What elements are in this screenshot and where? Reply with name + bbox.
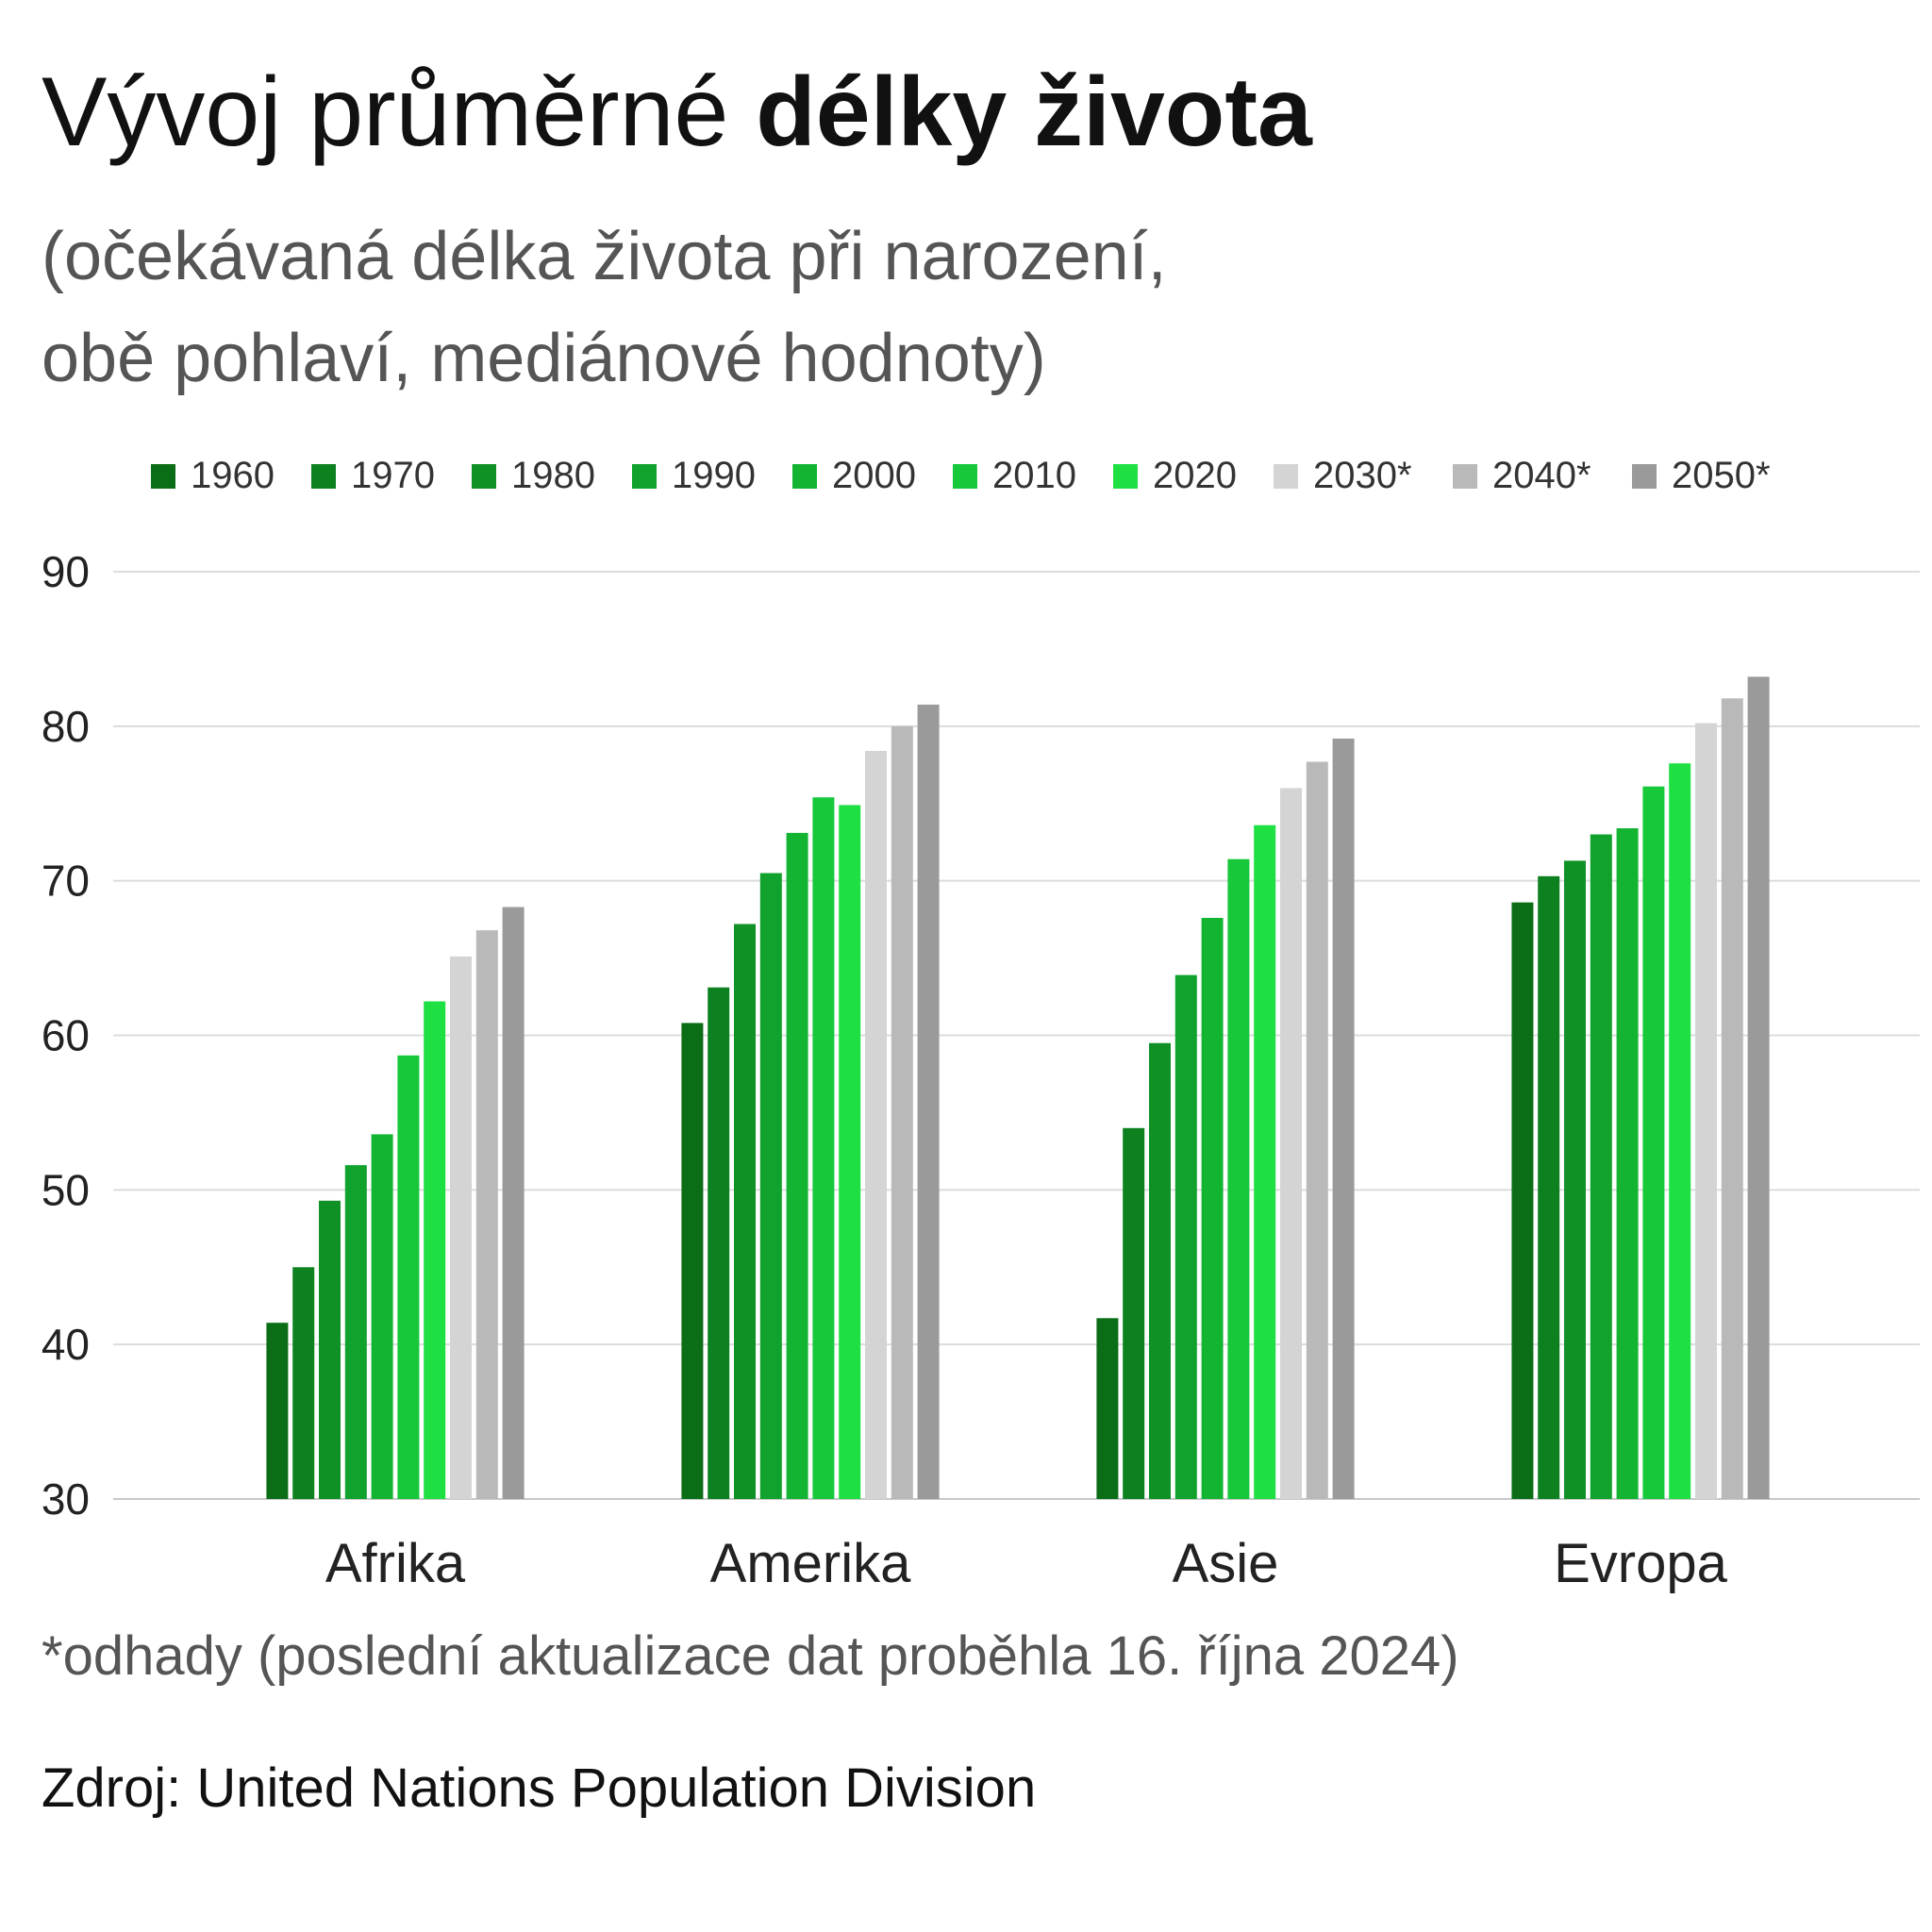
x-axis: Afrika Amerika Asie Evropa bbox=[325, 1533, 1728, 1594]
legend-swatch bbox=[151, 464, 175, 489]
bar bbox=[1123, 1127, 1145, 1499]
legend-swatch bbox=[1632, 464, 1657, 489]
bar bbox=[681, 1023, 704, 1499]
bar bbox=[759, 873, 782, 1499]
bar bbox=[708, 987, 730, 1499]
bar-group bbox=[266, 907, 525, 1500]
bar bbox=[1227, 858, 1250, 1499]
chart-subtitle: (očekávaná délka života při narození, ob… bbox=[42, 206, 1167, 409]
bar bbox=[1590, 834, 1612, 1499]
legend-item: 2020 bbox=[1113, 455, 1237, 496]
legend-item: 2030* bbox=[1274, 455, 1412, 496]
bar-group bbox=[1096, 738, 1355, 1499]
legend-item: 2050* bbox=[1632, 455, 1771, 496]
x-tick-label: Amerika bbox=[710, 1533, 911, 1594]
bar bbox=[812, 797, 835, 1499]
bar bbox=[734, 924, 756, 1499]
bar bbox=[1201, 918, 1224, 1499]
bar-group bbox=[1511, 676, 1770, 1499]
legend-item: 2010 bbox=[953, 455, 1076, 496]
bar bbox=[450, 956, 472, 1499]
y-axis: 30 40 50 60 70 80 90 bbox=[42, 547, 90, 1524]
bar bbox=[1695, 723, 1717, 1499]
bar bbox=[1747, 676, 1770, 1499]
bar bbox=[397, 1055, 420, 1499]
legend-label: 2030* bbox=[1313, 455, 1412, 496]
bar bbox=[1669, 763, 1691, 1499]
y-tick-label: 90 bbox=[42, 547, 90, 596]
legend-swatch bbox=[953, 464, 977, 489]
legend-label: 2000 bbox=[832, 455, 916, 496]
legend-item: 1970 bbox=[311, 455, 435, 496]
chart-bars bbox=[266, 676, 1770, 1500]
bar bbox=[1096, 1318, 1119, 1499]
y-tick-label: 60 bbox=[42, 1011, 90, 1060]
legend-swatch bbox=[1113, 464, 1138, 489]
legend-label: 2040* bbox=[1492, 455, 1591, 496]
bar bbox=[1149, 1042, 1171, 1499]
bar bbox=[1721, 698, 1743, 1499]
bar bbox=[502, 907, 525, 1499]
bar bbox=[865, 751, 887, 1499]
legend-item: 1980 bbox=[472, 455, 595, 496]
chart-title: Vývoj průměrné délky života bbox=[42, 58, 1312, 166]
bar-group bbox=[681, 704, 940, 1499]
legend-label: 1960 bbox=[191, 455, 275, 496]
legend-label: 1990 bbox=[672, 455, 756, 496]
legend-swatch bbox=[792, 464, 817, 489]
bar bbox=[891, 725, 913, 1499]
legend-swatch bbox=[472, 464, 496, 489]
bar bbox=[786, 832, 808, 1499]
bar bbox=[1332, 738, 1355, 1499]
legend-item: 1990 bbox=[632, 455, 756, 496]
title-bold: délky života bbox=[756, 58, 1312, 167]
subtitle-line-1: (očekávaná délka života při narození, bbox=[42, 219, 1167, 294]
bar bbox=[319, 1200, 341, 1499]
legend-item: 2000 bbox=[792, 455, 916, 496]
legend-label: 2020 bbox=[1153, 455, 1237, 496]
source-note: Zdroj: United Nations Population Divisio… bbox=[42, 1757, 1037, 1819]
bar bbox=[1306, 761, 1328, 1499]
title-regular: Vývoj průměrné bbox=[42, 58, 729, 167]
legend-label: 1980 bbox=[511, 455, 595, 496]
bar bbox=[1280, 788, 1302, 1499]
bar bbox=[917, 704, 940, 1499]
bar bbox=[292, 1267, 315, 1500]
legend-swatch bbox=[1274, 464, 1298, 489]
chart-legend: 1960 1970 1980 1990 2000 2010 2020 2030* 2040* 20… bbox=[151, 455, 1771, 496]
legend-item: 2040* bbox=[1453, 455, 1591, 496]
bar bbox=[475, 930, 498, 1499]
bar-chart: 1960 1970 1980 1990 2000 2010 2020 2030* 2040* 20… bbox=[42, 455, 1920, 1594]
y-tick-label: 30 bbox=[42, 1474, 90, 1524]
y-tick-label: 80 bbox=[42, 702, 90, 751]
legend-swatch bbox=[311, 464, 336, 489]
bar bbox=[371, 1134, 393, 1499]
footnote: *odhady (poslední aktualizace dat proběh… bbox=[42, 1625, 1459, 1687]
bar bbox=[1564, 860, 1586, 1499]
legend-swatch bbox=[1453, 464, 1477, 489]
subtitle-line-2: obě pohlaví, mediánové hodnoty) bbox=[42, 321, 1046, 396]
y-tick-label: 70 bbox=[42, 857, 90, 906]
legend-label: 2010 bbox=[992, 455, 1076, 496]
bar bbox=[839, 805, 861, 1499]
legend-label: 1970 bbox=[351, 455, 435, 496]
y-tick-label: 40 bbox=[42, 1320, 90, 1369]
bar bbox=[1511, 902, 1534, 1499]
y-tick-label: 50 bbox=[42, 1165, 90, 1214]
legend-item: 1960 bbox=[151, 455, 275, 496]
legend-swatch bbox=[632, 464, 657, 489]
bar bbox=[266, 1323, 289, 1499]
x-tick-label: Asie bbox=[1173, 1533, 1279, 1594]
legend-label: 2050* bbox=[1672, 455, 1771, 496]
x-tick-label: Evropa bbox=[1554, 1533, 1728, 1594]
bar bbox=[1642, 786, 1665, 1499]
bar bbox=[1616, 828, 1639, 1499]
x-tick-label: Afrika bbox=[325, 1533, 466, 1594]
bar bbox=[424, 1001, 446, 1499]
bar bbox=[344, 1165, 367, 1499]
bar bbox=[1174, 974, 1197, 1499]
bar bbox=[1538, 875, 1560, 1499]
bar bbox=[1254, 824, 1276, 1499]
